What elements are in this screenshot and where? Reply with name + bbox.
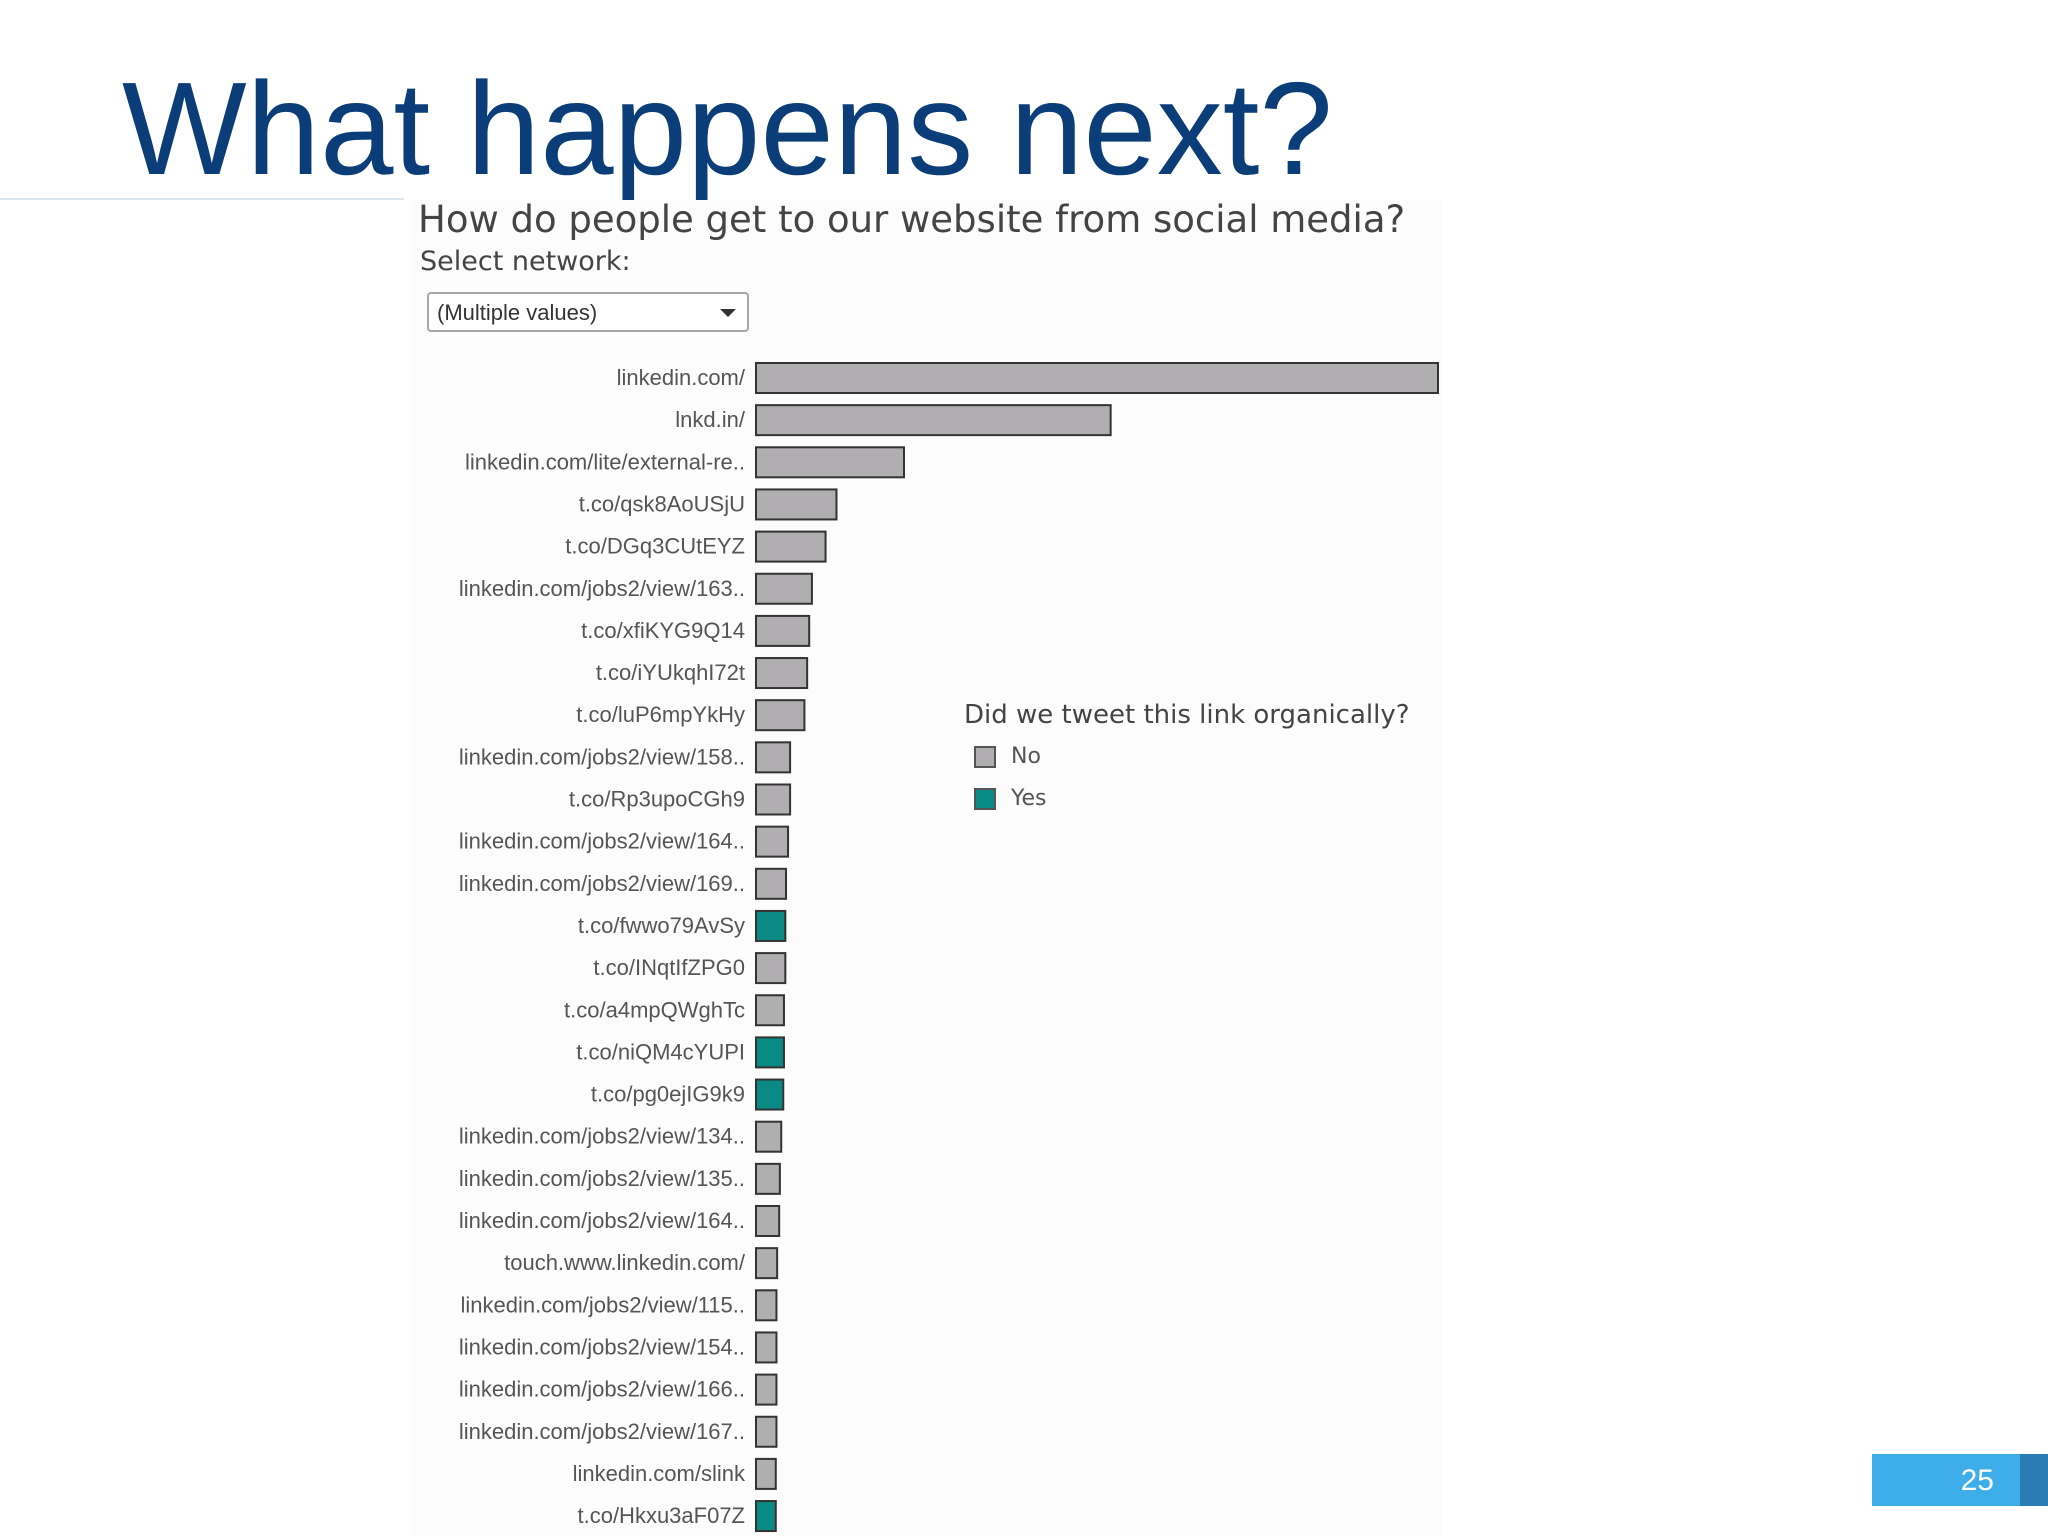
- title-divider: [0, 198, 404, 200]
- bar-label: linkedin.com/slink: [573, 1461, 746, 1486]
- chevron-down-icon: [720, 309, 736, 317]
- bar-label: linkedin.com/jobs2/view/115..: [460, 1292, 745, 1317]
- legend-title: Did we tweet this link organically?: [964, 700, 1410, 730]
- bar-label: linkedin.com/jobs2/view/134..: [459, 1124, 745, 1149]
- bar[interactable]: [755, 1500, 777, 1533]
- bar-label: t.co/a4mpQWghTc: [564, 997, 745, 1022]
- bar[interactable]: [755, 783, 792, 816]
- bar[interactable]: [755, 614, 811, 647]
- bar-label: lnkd.in/: [675, 407, 746, 432]
- page-number-accent: [2020, 1454, 2048, 1506]
- bar[interactable]: [755, 1331, 778, 1364]
- legend-label-no: No: [1011, 744, 1041, 769]
- bar[interactable]: [755, 1289, 778, 1322]
- bar[interactable]: [755, 1205, 781, 1237]
- bar-label: t.co/iYUkqhI72t: [596, 660, 745, 685]
- bar[interactable]: [755, 657, 809, 690]
- bar-label: linkedin.com/jobs2/view/167..: [459, 1419, 745, 1444]
- bar[interactable]: [755, 1247, 779, 1280]
- bar-label: t.co/qsk8AoUSjU: [579, 491, 745, 516]
- bar-label: linkedin.com/jobs2/view/154..: [459, 1334, 745, 1359]
- bar[interactable]: [755, 994, 785, 1027]
- bar[interactable]: [755, 1120, 783, 1153]
- bar[interactable]: [755, 952, 787, 985]
- bar-label: linkedin.com/jobs2/view/169..: [459, 871, 745, 896]
- bar-label: t.co/pg0ejIG9k9: [591, 1082, 745, 1107]
- legend-swatch-no: [974, 746, 996, 768]
- bar-label: t.co/niQM4cYUPI: [576, 1039, 745, 1064]
- bar[interactable]: [755, 1162, 781, 1195]
- bar-label: t.co/xfiKYG9Q14: [581, 618, 745, 643]
- bar[interactable]: [755, 867, 788, 900]
- page-number: 25: [1960, 1464, 1994, 1497]
- bar[interactable]: [755, 909, 787, 942]
- bar-label: linkedin.com/jobs2/view/163..: [459, 576, 745, 601]
- bar-label: linkedin.com/jobs2/view/164..: [459, 829, 745, 854]
- bar-label: linkedin.com/jobs2/view/158..: [459, 744, 745, 769]
- bar[interactable]: [755, 530, 827, 563]
- bar[interactable]: [755, 488, 838, 521]
- bar[interactable]: [755, 1415, 778, 1448]
- bar-label: t.co/Hkxu3aF07Z: [577, 1503, 745, 1528]
- legend-swatch-yes: [974, 788, 996, 810]
- bar-label: t.co/Rp3upoCGh9: [569, 787, 745, 812]
- page-number-box: 25: [1872, 1454, 2020, 1506]
- bar[interactable]: [755, 362, 1439, 394]
- bar-label: linkedin.com/: [617, 365, 746, 390]
- bar[interactable]: [755, 699, 806, 732]
- legend-label-yes: Yes: [1011, 786, 1047, 811]
- bar[interactable]: [755, 572, 813, 605]
- bar-label: touch.www.linkedin.com/: [504, 1250, 746, 1275]
- bar-label: t.co/fwwo79AvSy: [578, 913, 745, 938]
- bar[interactable]: [755, 825, 790, 858]
- network-filter-dropdown[interactable]: (Multiple values): [427, 292, 749, 332]
- network-filter-label: Select network:: [420, 246, 631, 277]
- bar[interactable]: [755, 741, 792, 774]
- bar[interactable]: [755, 446, 905, 479]
- chart-title: How do people get to our website from so…: [418, 198, 1406, 241]
- network-filter-value: (Multiple values): [437, 300, 598, 325]
- bar[interactable]: [755, 404, 1112, 437]
- slide-title: What happens next?: [122, 55, 1333, 202]
- bar[interactable]: [755, 1036, 785, 1069]
- bar[interactable]: [755, 1373, 778, 1406]
- bar-label: linkedin.com/jobs2/view/166..: [459, 1377, 745, 1402]
- bar[interactable]: [755, 1457, 777, 1490]
- bar-label: linkedin.com/lite/external-re..: [465, 449, 745, 474]
- bar-label: t.co/DGq3CUtEYZ: [565, 534, 745, 559]
- bar-label: t.co/luP6mpYkHy: [576, 702, 745, 727]
- bar[interactable]: [755, 1078, 785, 1111]
- bar-label: linkedin.com/jobs2/view/164..: [459, 1208, 745, 1233]
- bar-label: t.co/INqtIfZPG0: [593, 955, 745, 980]
- bar-label: linkedin.com/jobs2/view/135..: [459, 1166, 745, 1191]
